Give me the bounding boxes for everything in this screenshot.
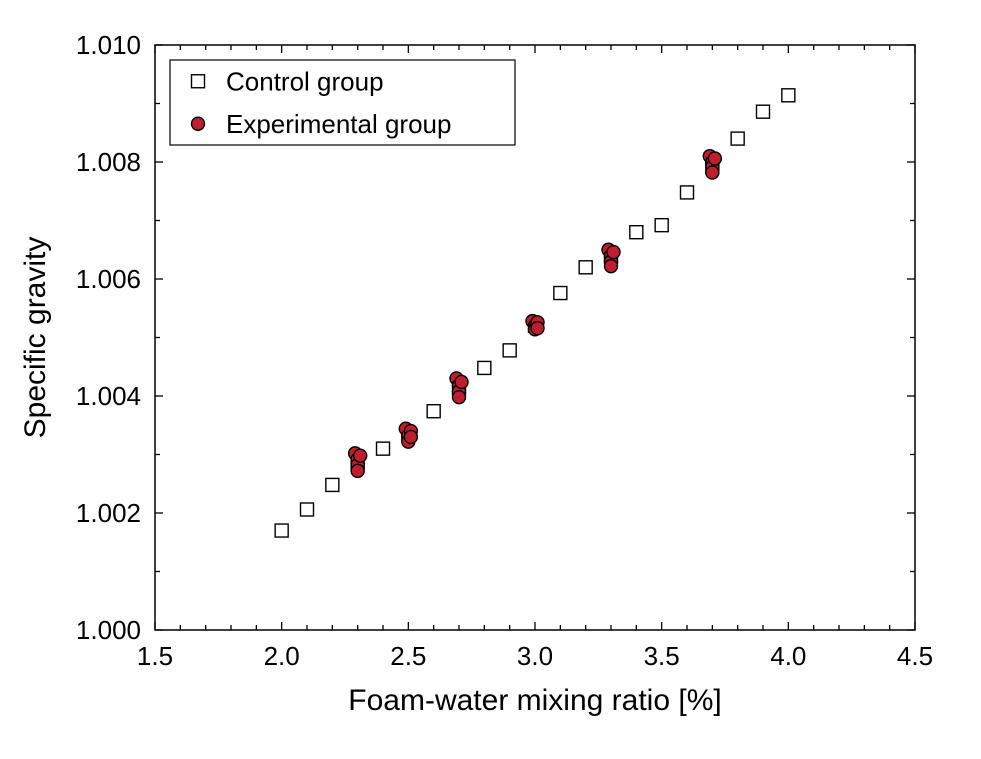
control-point bbox=[377, 442, 390, 455]
control-point bbox=[757, 105, 770, 118]
control-point bbox=[681, 186, 694, 199]
experimental-point bbox=[531, 322, 544, 335]
x-tick-label: 3.5 bbox=[644, 641, 680, 671]
control-point bbox=[478, 361, 491, 374]
legend-label: Experimental group bbox=[226, 109, 451, 139]
x-axis-label: Foam-water mixing ratio [%] bbox=[348, 684, 721, 717]
control-point bbox=[326, 478, 339, 491]
legend-marker-square bbox=[192, 75, 205, 88]
experimental-point bbox=[453, 391, 466, 404]
control-point bbox=[630, 226, 643, 239]
control-point bbox=[301, 503, 314, 516]
experimental-point bbox=[354, 449, 367, 462]
control-point bbox=[554, 287, 567, 300]
control-point bbox=[427, 405, 440, 418]
control-point bbox=[579, 261, 592, 274]
experimental-point bbox=[351, 464, 364, 477]
control-point bbox=[731, 132, 744, 145]
y-tick-label: 1.000 bbox=[76, 615, 141, 645]
legend-marker-circle bbox=[192, 117, 205, 130]
x-tick-label: 4.5 bbox=[897, 641, 933, 671]
legend-label: Control group bbox=[226, 66, 384, 96]
x-tick-label: 4.0 bbox=[770, 641, 806, 671]
experimental-point bbox=[404, 430, 417, 443]
y-tick-label: 1.010 bbox=[76, 30, 141, 60]
control-point bbox=[275, 524, 288, 537]
y-tick-label: 1.002 bbox=[76, 498, 141, 528]
experimental-point bbox=[708, 152, 721, 165]
scatter-chart: 1.5 2.0 2.5 3.0 3.5 4.0 4.5 Foam-water mixing r… bbox=[0, 0, 981, 759]
x-tick-label: 2.0 bbox=[264, 641, 300, 671]
control-point bbox=[503, 344, 516, 357]
y-tick-label: 1.008 bbox=[76, 147, 141, 177]
x-tick-label: 1.5 bbox=[137, 641, 173, 671]
experimental-point bbox=[605, 260, 618, 273]
x-tick-label: 3.0 bbox=[517, 641, 553, 671]
experimental-point bbox=[607, 246, 620, 259]
control-point bbox=[655, 219, 668, 232]
experimental-point bbox=[706, 166, 719, 179]
experimental-point bbox=[455, 375, 468, 388]
control-point bbox=[782, 89, 795, 102]
y-tick-label: 1.006 bbox=[76, 264, 141, 294]
y-axis-label: Specific gravity bbox=[19, 237, 52, 439]
x-tick-label: 2.5 bbox=[390, 641, 426, 671]
y-tick-label: 1.004 bbox=[76, 381, 141, 411]
chart-container: 1.5 2.0 2.5 3.0 3.5 4.0 4.5 Foam-water mixing r… bbox=[0, 0, 981, 759]
